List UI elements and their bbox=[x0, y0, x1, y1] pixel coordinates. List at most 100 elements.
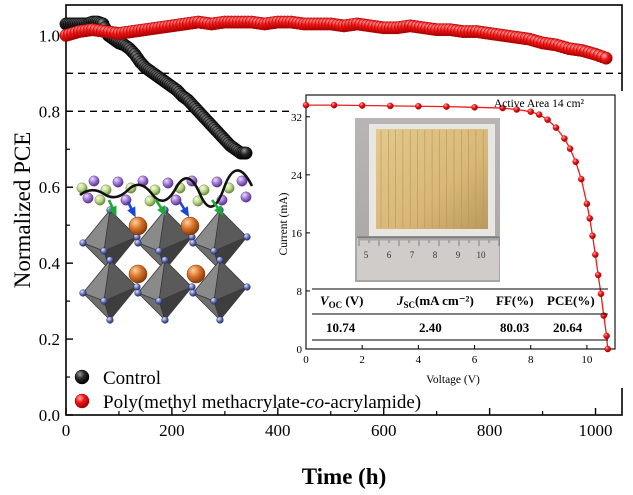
ruler bbox=[357, 236, 499, 280]
main-y-tick-label: 0.8 bbox=[39, 102, 60, 121]
halide-atom bbox=[79, 289, 87, 297]
inset-y-tick-label: 32 bbox=[291, 112, 302, 124]
inset-x-tick-label: 8 bbox=[528, 354, 534, 366]
cation-atom bbox=[180, 216, 200, 236]
surface-green-atom bbox=[94, 194, 106, 206]
jv-curve-point bbox=[302, 101, 310, 109]
jv-curve-point bbox=[561, 135, 568, 142]
cation-atom bbox=[128, 216, 148, 236]
ruler-label: 5 bbox=[364, 250, 369, 260]
blue-arrow-head bbox=[180, 206, 190, 218]
green-arrow-head bbox=[108, 205, 117, 217]
main-y-tick-label: 0.0 bbox=[39, 406, 60, 425]
legend-label-polymer-part1: Poly(methyl methacrylate- bbox=[103, 392, 306, 413]
inset-y-tick-label: 8 bbox=[297, 286, 303, 298]
device-photo: 5 6 7 8 9 10 bbox=[355, 118, 500, 282]
ruler-labels: 5 6 7 8 9 10 bbox=[364, 250, 486, 260]
inset-x-tick-label: 4 bbox=[416, 354, 422, 366]
inset-x-tick-label: 2 bbox=[359, 354, 365, 366]
main-x-tick-label: 400 bbox=[265, 421, 291, 440]
halide-atom bbox=[133, 283, 141, 291]
jv-curve-point bbox=[513, 106, 520, 113]
table-header-voc: VOC (V) bbox=[320, 293, 363, 310]
polymer-chain bbox=[79, 169, 254, 208]
legend-label-polymer-part2: co bbox=[306, 392, 324, 413]
main-x-tick-label: 600 bbox=[371, 421, 397, 440]
jsc-unit: (mA cm⁻²) bbox=[415, 293, 474, 308]
legend-marker-polymer bbox=[74, 393, 90, 409]
inset-series bbox=[302, 101, 611, 353]
surface-purple-atom bbox=[236, 175, 248, 187]
jv-curve-point bbox=[572, 158, 579, 166]
jv-curve-point bbox=[600, 312, 608, 319]
halide-atom bbox=[243, 283, 251, 291]
surface-purple-atom bbox=[82, 192, 94, 204]
inset-y-tick-label: 0 bbox=[297, 344, 303, 356]
main-series bbox=[59, 15, 613, 160]
blue-arrow-head bbox=[127, 206, 136, 218]
inset-axis-ticks bbox=[305, 116, 588, 350]
halide-atom bbox=[216, 316, 224, 324]
halide-atom bbox=[161, 316, 169, 324]
halide-atom bbox=[106, 316, 114, 324]
jv-curve-point bbox=[471, 104, 478, 111]
polymer-data-point bbox=[599, 51, 613, 65]
halide-atom bbox=[210, 297, 218, 305]
halide-atom bbox=[210, 247, 218, 255]
jsc-subscript: SC bbox=[404, 300, 416, 310]
halide-atom bbox=[189, 239, 197, 247]
legend-marker-control bbox=[74, 369, 90, 385]
octahedra bbox=[79, 206, 251, 324]
octahedron-face bbox=[213, 286, 248, 321]
control-data-point bbox=[239, 146, 253, 160]
halide-atom bbox=[189, 289, 197, 297]
legend: Control Poly(methyl methacrylate-co-acry… bbox=[74, 368, 421, 413]
main-y-axis-label: Normalized PCE bbox=[10, 132, 35, 289]
halide-atom bbox=[134, 289, 142, 297]
a-site-cations bbox=[128, 216, 206, 284]
halide-atom bbox=[155, 297, 163, 305]
main-x-tick-label: 800 bbox=[477, 421, 503, 440]
jv-curve-point bbox=[583, 200, 591, 208]
inset-title: Active Area 14 cm² bbox=[494, 98, 585, 110]
inset-x-tick-label: 6 bbox=[472, 354, 478, 366]
main-y-tick-label: 0.6 bbox=[39, 178, 60, 197]
ruler-label: 9 bbox=[456, 250, 461, 260]
legend-label-polymer-part3: -acrylamide) bbox=[324, 392, 421, 413]
jv-curve-point bbox=[499, 104, 506, 112]
table-header-ff: FF(%) bbox=[496, 293, 534, 308]
table-header-pce: PCE(%) bbox=[547, 293, 595, 308]
table-value-pce: 20.64 bbox=[553, 320, 583, 335]
main-y-tick-label: 0.4 bbox=[39, 254, 61, 273]
ruler-label: 7 bbox=[410, 250, 415, 260]
table-value-voc: 10.74 bbox=[326, 320, 356, 335]
surface-purple-atom bbox=[112, 176, 124, 188]
halide-atom bbox=[100, 247, 108, 255]
legend-label-control: Control bbox=[103, 368, 161, 389]
jv-curve-point bbox=[578, 175, 585, 183]
halide-atom bbox=[106, 256, 114, 264]
jv-curve-point bbox=[552, 124, 560, 131]
halide-atom bbox=[243, 233, 251, 241]
parameter-table: VOC (V) JSC(mA cm⁻²) FF(%) PCE(%) 10.74 … bbox=[312, 288, 608, 341]
cation-atom bbox=[128, 264, 148, 284]
halide-atom bbox=[79, 239, 87, 247]
jv-curve-point bbox=[330, 101, 338, 109]
perovskite-structure-illustration bbox=[76, 169, 254, 324]
main-x-tick-label: 1000 bbox=[579, 421, 613, 440]
jv-curve-point bbox=[387, 102, 394, 110]
voc-unit: (V) bbox=[342, 293, 363, 308]
inset-y-axis-label: Current (mA) bbox=[278, 192, 290, 255]
octahedron-face bbox=[103, 286, 138, 321]
table-value-ff: 80.03 bbox=[500, 320, 530, 335]
jv-curve-point bbox=[594, 271, 602, 279]
jv-curve-point bbox=[443, 103, 450, 110]
surface-purple-atom bbox=[211, 176, 223, 188]
surface-purple-atom bbox=[170, 194, 182, 206]
cation-atom bbox=[186, 264, 206, 284]
inset-x-tick-label: 0 bbox=[303, 354, 309, 366]
jv-curve-point bbox=[586, 215, 593, 222]
main-x-tick-label: 200 bbox=[159, 421, 185, 440]
